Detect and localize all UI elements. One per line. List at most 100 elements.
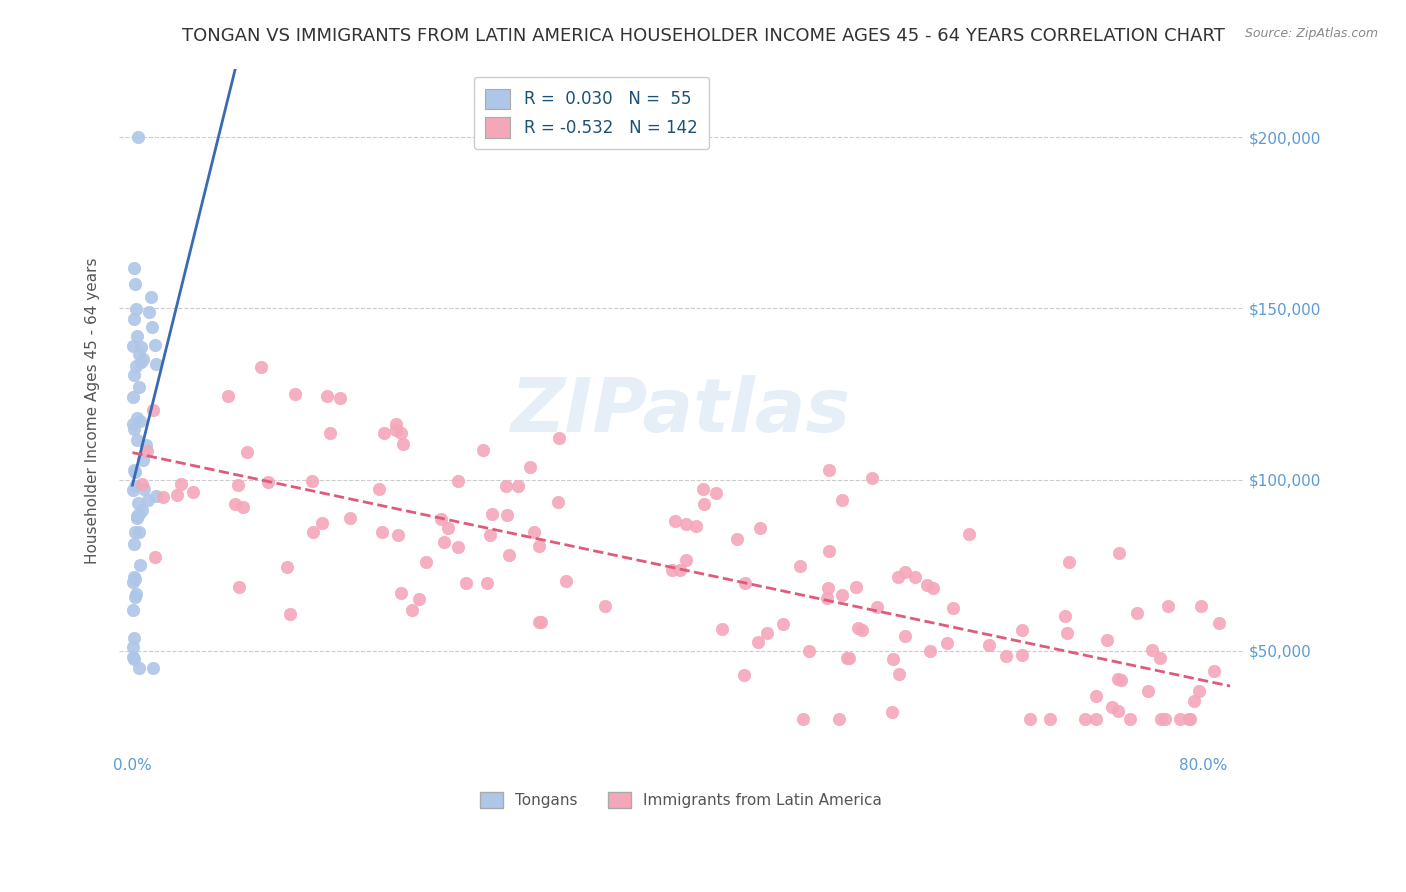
Point [128,661,150,675]
Point [339,510,361,524]
Point [408,591,430,606]
Point [121,390,143,404]
Point [920,644,942,658]
Point [392,437,415,451]
Point [249,359,271,374]
Point [135,438,157,452]
Point [129,340,152,354]
Point [904,569,927,583]
Point [860,471,883,485]
Point [152,490,174,504]
Point [1178,712,1201,726]
Point [894,565,917,579]
Point [519,459,541,474]
Point [385,423,408,437]
Point [228,580,250,594]
Point [882,652,904,666]
Point [437,521,460,535]
Point [122,483,145,497]
Point [128,347,150,361]
Point [370,525,392,540]
Point [135,444,157,458]
Point [284,387,307,401]
Point [893,629,915,643]
Point [389,586,412,600]
Point [124,572,146,586]
Point [170,477,193,491]
Point [772,616,794,631]
Point [122,368,145,382]
Point [1056,626,1078,640]
Point [711,622,734,636]
Point [226,477,249,491]
Point [725,532,748,546]
Point [555,574,578,588]
Point [124,277,146,291]
Point [498,548,520,562]
Point [530,615,553,629]
Point [138,304,160,318]
Point [747,635,769,649]
Point [121,339,143,353]
Point [685,519,707,533]
Point [127,411,149,425]
Point [1168,712,1191,726]
Point [124,422,146,436]
Point [1019,712,1042,726]
Point [957,527,980,541]
Point [122,417,145,431]
Point [496,508,519,522]
Point [1011,623,1033,637]
Point [835,651,858,665]
Point [401,603,423,617]
Point [127,496,149,510]
Point [1119,712,1142,726]
Point [127,508,149,523]
Point [415,555,437,569]
Point [845,580,868,594]
Point [134,483,156,497]
Point [831,588,853,602]
Point [734,576,756,591]
Point [851,623,873,637]
Point [478,528,501,542]
Point [454,575,477,590]
Point [1039,712,1062,726]
Point [145,489,167,503]
Point [446,474,468,488]
Point [1188,684,1211,698]
Point [1140,642,1163,657]
Point [311,516,333,530]
Point [121,602,143,616]
Point [141,290,163,304]
Point [236,445,259,459]
Point [1204,665,1226,679]
Point [224,497,246,511]
Point [389,426,412,441]
Point [838,651,860,665]
Point [142,402,165,417]
Point [122,570,145,584]
Point [432,534,454,549]
Point [827,712,849,726]
Point [675,552,697,566]
Point [121,575,143,590]
Point [181,484,204,499]
Point [1107,705,1129,719]
Point [817,463,839,477]
Point [481,507,503,521]
Point [232,500,254,515]
Point [387,528,409,542]
Point [319,425,342,440]
Point [122,631,145,645]
Point [548,431,571,445]
Point [124,478,146,492]
Point [1109,673,1132,687]
Point [143,338,166,352]
Point [1108,546,1130,560]
Text: ZIPatlas: ZIPatlas [512,375,851,448]
Point [1149,651,1171,665]
Point [122,650,145,665]
Point [1150,712,1173,726]
Point [508,479,530,493]
